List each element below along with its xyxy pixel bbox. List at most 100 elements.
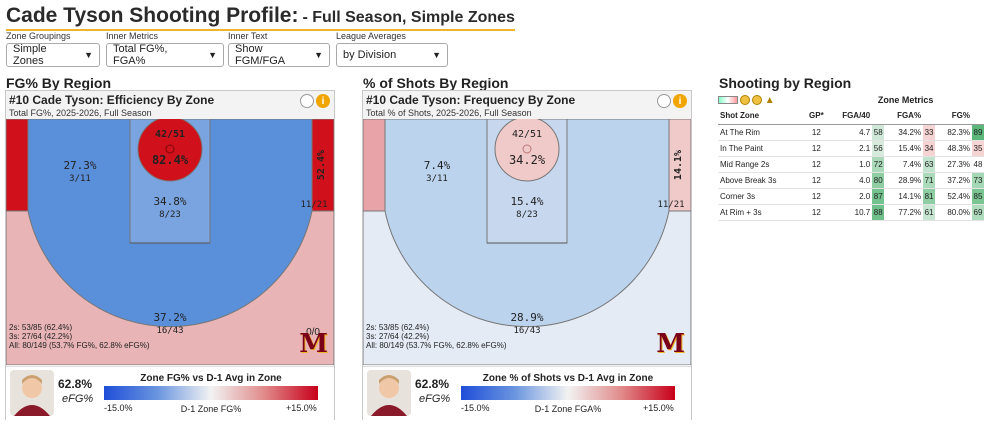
toggle-icon[interactable] [657, 94, 671, 108]
cell-gp: 12 [811, 207, 821, 217]
title-main: Cade Tyson Shooting Profile: [6, 4, 299, 27]
col-fg[interactable]: FG% [951, 111, 970, 121]
zone-groupings-select[interactable]: Simple Zones ▼ [6, 43, 100, 67]
efficiency-panel: #10 Cade Tyson: Efficiency By Zone Total… [5, 90, 335, 420]
cell-fgapct: 7.4% [902, 159, 922, 169]
cell-fgapct-pctile: 81 [923, 188, 936, 204]
cell-zone: Above Break 3s [720, 175, 777, 185]
cell-fgapct: 34.2% [898, 127, 922, 137]
legend-mid: D-1 Zone FG% [180, 404, 242, 414]
corner-extra-value: 0/0 [306, 327, 320, 338]
cell-fga40-pctile: 56 [872, 140, 885, 156]
mid-frac: 3/11 [69, 174, 91, 184]
select-value: Show FGM/FGA [235, 43, 286, 67]
legend-gradient [104, 386, 318, 400]
col-gp[interactable]: GP* [809, 111, 824, 121]
hoop-mark [165, 144, 175, 154]
league-averages-select[interactable]: by Division ▼ [336, 43, 448, 67]
color-scale-icon[interactable] [718, 96, 738, 104]
title-subtitle: - Full Season, Simple Zones [302, 9, 515, 26]
filter-label: Zone Groupings [6, 31, 71, 41]
rim-pct: 82.4% [152, 153, 189, 167]
inner-text-select[interactable]: Show FGM/FGA ▼ [228, 43, 330, 67]
legend-min: -15.0% [461, 403, 490, 413]
inner-metrics-select[interactable]: Total FG%, FGA% ▼ [106, 43, 224, 67]
frequency-panel: #10 Cade Tyson: Frequency By Zone Total … [362, 90, 692, 420]
table-row: In The Paint 12 2.1 56 15.4% 34 48.3% 35 [718, 140, 984, 156]
zone-right-corner[interactable] [668, 119, 691, 212]
zone-left-corner[interactable] [363, 119, 386, 212]
panel-icons: i [657, 94, 687, 108]
paint-frac: 8/23 [159, 210, 181, 220]
mid-pct: 7.4% [424, 159, 451, 172]
above-break-frac: 16/43 [156, 326, 183, 336]
zone-rim[interactable] [137, 119, 203, 182]
cell-zone: At The Rim [720, 127, 760, 137]
legend-max: +15.0% [286, 403, 317, 413]
cell-fga40-pctile: 87 [872, 188, 885, 204]
panel-icons: i [300, 94, 330, 108]
stats-all: All: 80/149 (53.7% FG%, 62.8% eFG%) [9, 341, 150, 350]
col-fga40[interactable]: FGA/40 [842, 111, 871, 121]
cell-fg-pctile: 48 [972, 156, 984, 172]
panel-title: #10 Cade Tyson: Frequency By Zone [366, 93, 576, 107]
cell-zone: In The Paint [720, 143, 763, 153]
cell-fg: 52.4% [947, 191, 970, 201]
select-value: Simple Zones [13, 43, 47, 67]
zone-rim[interactable] [494, 119, 560, 182]
rim-pct: 34.2% [509, 153, 546, 167]
col-fgapct[interactable]: FGA% [897, 111, 922, 121]
rim-frac: 42/51 [512, 129, 542, 140]
medal-icon[interactable] [740, 95, 751, 105]
info-icon[interactable]: i [316, 94, 330, 108]
team-logo: M [299, 329, 328, 359]
paint-pct: 15.4% [510, 195, 543, 208]
zone-left-corner[interactable] [6, 119, 29, 212]
cell-fg: 82.3% [947, 127, 970, 137]
above-break-pct: 37.2% [153, 311, 186, 324]
cell-fgapct-pctile: 71 [923, 172, 936, 188]
right-corner-frac: 11/21 [657, 200, 684, 210]
efg-value: 62.8% [58, 377, 93, 391]
right-corner-frac: 11/21 [300, 200, 327, 210]
legend-max: +15.0% [643, 403, 674, 413]
cell-fga40-pctile: 80 [872, 172, 885, 188]
filter-label: Inner Text [228, 31, 268, 41]
legend-gradient [461, 386, 675, 400]
shot-stats: 2s: 53/85 (62.4%) 3s: 27/64 (42.2%) All:… [9, 323, 150, 350]
podium-icon[interactable]: ▲ [764, 94, 775, 106]
cell-fga40: 1.0 [859, 159, 871, 169]
cell-fgapct: 77.2% [898, 207, 922, 217]
info-icon[interactable]: i [673, 94, 687, 108]
col-shot-zone[interactable]: Shot Zone [720, 111, 760, 121]
player-avatar [10, 370, 54, 416]
filter-inner-metrics: Inner Metrics Total FG%, FGA% ▼ [106, 31, 224, 67]
filter-label: Inner Metrics [106, 31, 159, 41]
stats-3s: 3s: 27/64 (42.2%) [366, 332, 430, 341]
toggle-icon[interactable] [300, 94, 314, 108]
table-row: Mid Range 2s 12 1.0 72 7.4% 63 27.3% 48 [718, 156, 984, 172]
team-logo: M [656, 329, 685, 359]
efg-value: 62.8% [415, 377, 450, 391]
mid-frac: 3/11 [426, 174, 448, 184]
cell-gp: 12 [811, 143, 821, 153]
section-fg-title: FG% By Region [6, 75, 112, 91]
filter-inner-text: Inner Text Show FGM/FGA ▼ [228, 31, 330, 67]
stats-2s: 2s: 53/85 (62.4%) [9, 323, 73, 332]
court-chart: 42/51 34.2% 15.4% 8/23 7.4% 3/11 28.9% 1… [363, 119, 691, 365]
shot-stats: 2s: 53/85 (62.4%) 3s: 27/64 (42.2%) All:… [366, 323, 507, 350]
cell-fgapct-pctile: 33 [923, 124, 936, 140]
cell-fga40-pctile: 88 [872, 204, 885, 220]
cell-fgapct-pctile: 63 [923, 156, 936, 172]
table-row: Above Break 3s 12 4.0 80 28.9% 71 37.2% 73 [718, 172, 984, 188]
cell-fga40: 10.7 [854, 207, 871, 217]
panel-subtitle: Total FG%, 2025-2026, Full Season [9, 108, 152, 118]
medal-icon[interactable] [752, 95, 763, 105]
cell-fg-pctile: 73 [972, 172, 984, 188]
zone-right-corner[interactable] [311, 119, 334, 212]
cell-fg-pctile: 85 [972, 188, 984, 204]
panel-title: #10 Cade Tyson: Efficiency By Zone [9, 93, 215, 107]
table-row: Corner 3s 12 2.0 87 14.1% 81 52.4% 85 [718, 188, 984, 204]
select-value: by Division [343, 49, 397, 61]
chevron-down-icon: ▼ [208, 50, 217, 60]
